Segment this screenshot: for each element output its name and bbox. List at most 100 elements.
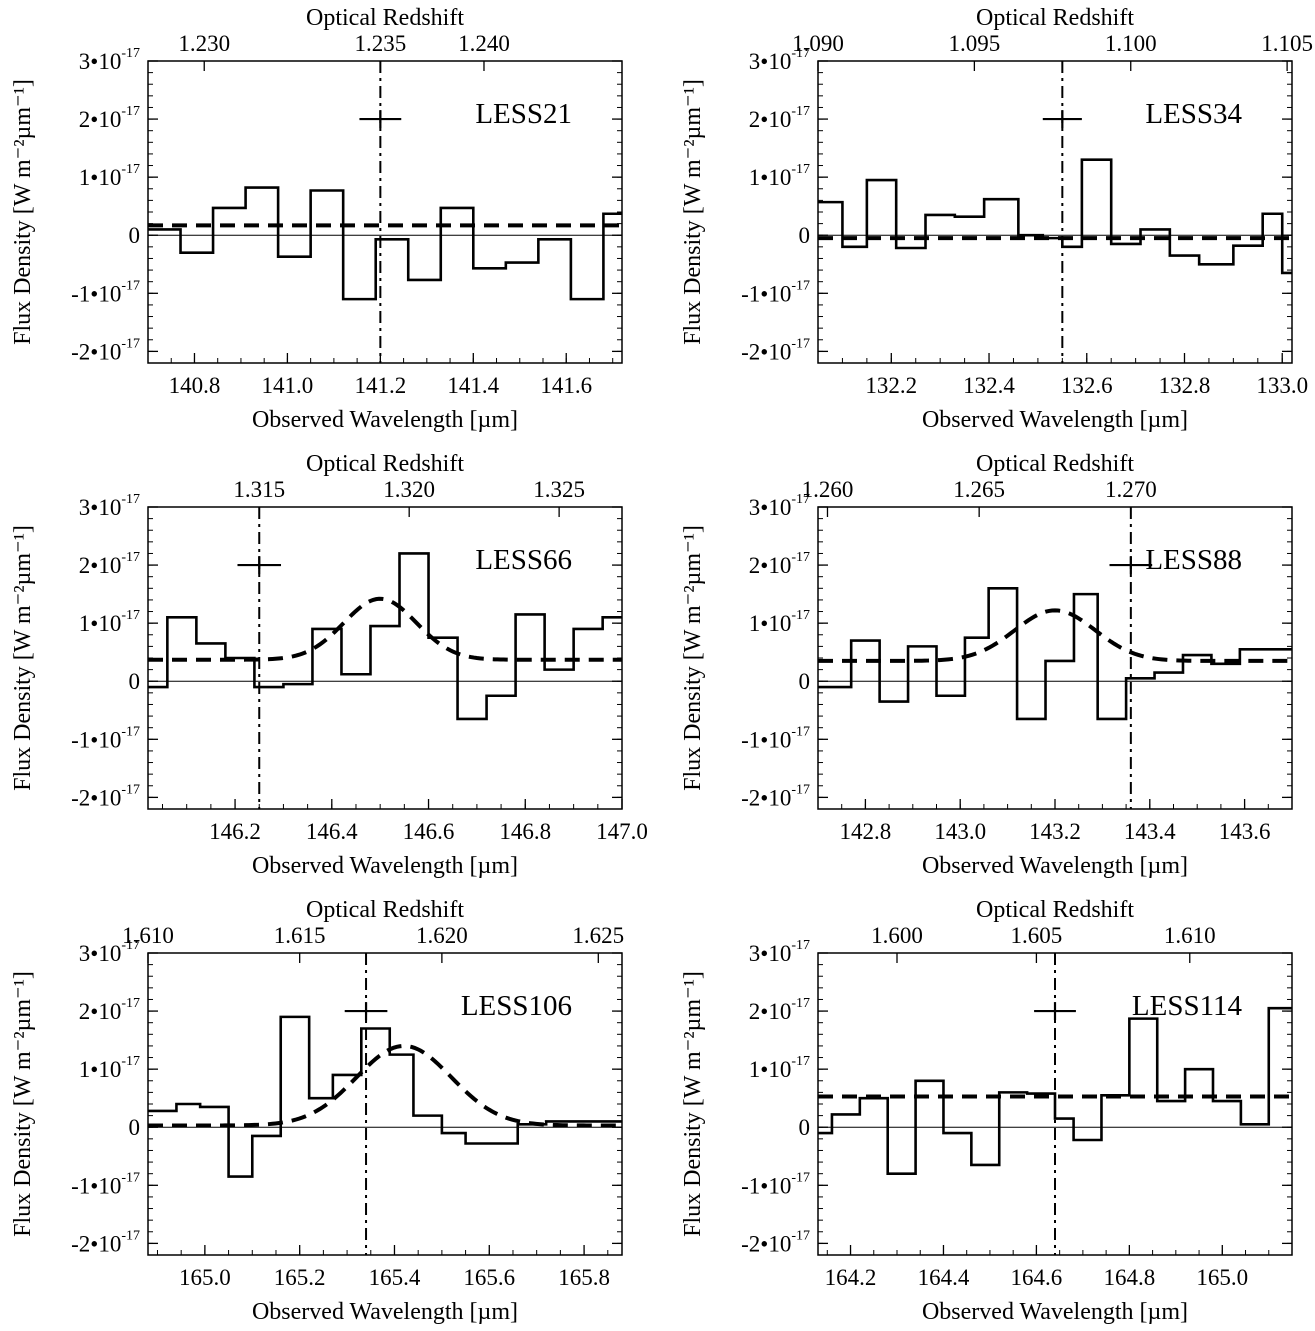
y-tick-label: -1•10-17 — [71, 724, 140, 752]
top-axis-title: Optical Redshift — [306, 5, 464, 31]
top-axis-title: Optical Redshift — [976, 451, 1134, 477]
y-tick-label: -2•10-17 — [71, 336, 140, 364]
y-tick-label: -1•10-17 — [71, 278, 140, 306]
x-tick-label: 164.6 — [1011, 1265, 1063, 1290]
y-tick-label: -1•10-17 — [741, 278, 810, 306]
top-tick-label: 1.235 — [354, 31, 406, 56]
y-tick-label: 2•10-17 — [79, 550, 140, 578]
spectrum-step-line — [148, 186, 622, 301]
x-tick-label: 147.0 — [596, 819, 648, 844]
top-tick-label: 1.090 — [792, 31, 844, 56]
x-axis-title: Observed Wavelength [µm] — [252, 1299, 518, 1325]
x-tick-label: 146.8 — [499, 819, 551, 844]
x-tick-label: 141.4 — [447, 373, 499, 398]
panel-label: LESS21 — [475, 98, 572, 130]
x-tick-label: 132.2 — [865, 373, 917, 398]
top-tick-label: 1.320 — [383, 477, 435, 502]
top-tick-label: 1.240 — [458, 31, 510, 56]
x-tick-label: 132.4 — [963, 373, 1015, 398]
y-axis-title: Flux Density [W m⁻²µm⁻¹] — [680, 971, 706, 1237]
plot-area — [818, 953, 1292, 1255]
x-tick-label: 133.0 — [1256, 373, 1308, 398]
y-axis-title: Flux Density [W m⁻²µm⁻¹] — [10, 79, 36, 345]
top-tick-label: 1.610 — [1164, 923, 1216, 948]
x-tick-label: 146.4 — [306, 819, 358, 844]
top-tick-label: 1.100 — [1105, 31, 1157, 56]
top-axis-title: Optical Redshift — [306, 451, 464, 477]
y-tick-label: 1•10-17 — [749, 608, 810, 636]
y-axis-title: Flux Density [W m⁻²µm⁻¹] — [10, 971, 36, 1237]
top-tick-label: 1.260 — [802, 477, 854, 502]
x-tick-label: 140.8 — [169, 373, 221, 398]
y-tick-label: 0 — [799, 223, 811, 248]
y-tick-label: 2•10-17 — [79, 996, 140, 1024]
y-tick-label: -2•10-17 — [71, 782, 140, 810]
y-tick-label: 0 — [799, 669, 811, 694]
y-tick-label: 3•10-17 — [79, 938, 140, 966]
y-tick-label: -1•10-17 — [741, 1170, 810, 1198]
plot-area — [818, 61, 1292, 363]
y-axis-title: Flux Density [W m⁻²µm⁻¹] — [680, 525, 706, 791]
gaussian-fit-line — [148, 596, 622, 662]
top-tick-label: 1.105 — [1261, 31, 1313, 56]
spectrum-step-line — [818, 587, 1292, 721]
spectrum-step-line — [148, 552, 622, 721]
top-tick-label: 1.265 — [953, 477, 1005, 502]
y-tick-label: 2•10-17 — [749, 550, 810, 578]
y-tick-label: 3•10-17 — [79, 492, 140, 520]
top-axis-title: Optical Redshift — [976, 5, 1134, 31]
panel-label: LESS88 — [1145, 544, 1242, 576]
panel-less88: -2•10-17-1•10-1701•10-172•10-173•10-1714… — [680, 451, 1293, 879]
panel-less106: -2•10-17 -1•10-17 0 1•10-17 2•10-17 3•10-17 16… — [10, 897, 624, 1325]
plot-area — [818, 507, 1292, 809]
top-tick-label: 1.230 — [178, 31, 230, 56]
y-tick-label: 2•10-17 — [749, 104, 810, 132]
plot-area — [148, 507, 622, 809]
x-tick-label: 165.2 — [274, 1265, 326, 1290]
y-axis-title: Flux Density [W m⁻²µm⁻¹] — [10, 525, 36, 791]
plot-area — [148, 61, 622, 363]
y-tick-label: 0 — [129, 223, 141, 248]
x-tick-label: 165.0 — [1196, 1265, 1248, 1290]
panel-less66: -2•10-17 -1•10-17 0 1•10-17 2•10-17 3•10-17 14… — [10, 451, 648, 879]
x-tick-label: 143.2 — [1029, 819, 1081, 844]
y-tick-label: 3•10-17 — [749, 938, 810, 966]
x-tick-label: 164.8 — [1103, 1265, 1155, 1290]
x-tick-label: 132.8 — [1159, 373, 1211, 398]
x-tick-label: 165.8 — [558, 1265, 610, 1290]
x-tick-label: 143.0 — [934, 819, 986, 844]
y-tick-label: 3•10-17 — [79, 46, 140, 74]
top-tick-label: 1.605 — [1011, 923, 1063, 948]
x-tick-label: 146.2 — [209, 819, 261, 844]
top-tick-label: 1.270 — [1105, 477, 1157, 502]
y-tick-label: -2•10-17 — [741, 1228, 810, 1256]
y-tick-label: 2•10-17 — [749, 996, 810, 1024]
x-axis-title: Observed Wavelength [µm] — [922, 853, 1188, 879]
x-tick-label: 146.6 — [403, 819, 455, 844]
top-tick-label: 1.625 — [572, 923, 624, 948]
panel-label: LESS34 — [1145, 98, 1242, 130]
top-tick-label: 1.095 — [948, 31, 1000, 56]
panel-label: LESS114 — [1132, 990, 1243, 1022]
x-tick-label: 165.0 — [179, 1265, 231, 1290]
y-tick-label: 1•10-17 — [79, 1054, 140, 1082]
top-tick-label: 1.620 — [416, 923, 468, 948]
y-tick-label: -2•10-17 — [741, 336, 810, 364]
y-tick-label: 2•10-17 — [79, 104, 140, 132]
x-tick-label: 143.6 — [1219, 819, 1271, 844]
top-tick-label: 1.325 — [533, 477, 585, 502]
panel-less34: -2•10-17-1•10-1701•10-172•10-173•10-1713… — [680, 5, 1313, 433]
x-axis-title: Observed Wavelength [µm] — [252, 853, 518, 879]
y-tick-label: 0 — [799, 1115, 811, 1140]
gaussian-fit-line — [148, 1043, 622, 1128]
y-axis-title: Flux Density [W m⁻²µm⁻¹] — [680, 79, 706, 345]
x-tick-label: 141.6 — [540, 373, 592, 398]
top-tick-label: 1.600 — [871, 923, 923, 948]
x-tick-label: 164.2 — [825, 1265, 877, 1290]
x-tick-label: 132.6 — [1061, 373, 1113, 398]
y-tick-label: -2•10-17 — [741, 782, 810, 810]
y-tick-label: -1•10-17 — [71, 1170, 140, 1198]
y-tick-label: 0 — [129, 1115, 141, 1140]
gaussian-fit-line — [818, 608, 1292, 663]
spectrum-step-line — [148, 1015, 622, 1178]
